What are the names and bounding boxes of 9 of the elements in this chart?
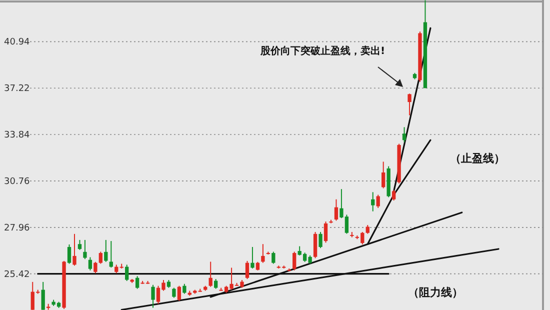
annotation: 股价向下突破止盈线，卖出! <box>259 45 385 57</box>
y-tick-label: 27.96 <box>4 223 30 234</box>
y-tick-label: 25.42 <box>4 270 30 280</box>
y-tick-label: 37.22 <box>4 84 30 94</box>
y-tick-label: 30.76 <box>4 176 30 187</box>
y-tick-label: 33.84 <box>4 130 30 140</box>
y-tick-label: 40.94 <box>4 38 30 48</box>
text: （止盈线） <box>450 152 505 166</box>
text: （阻力线） <box>408 286 463 299</box>
